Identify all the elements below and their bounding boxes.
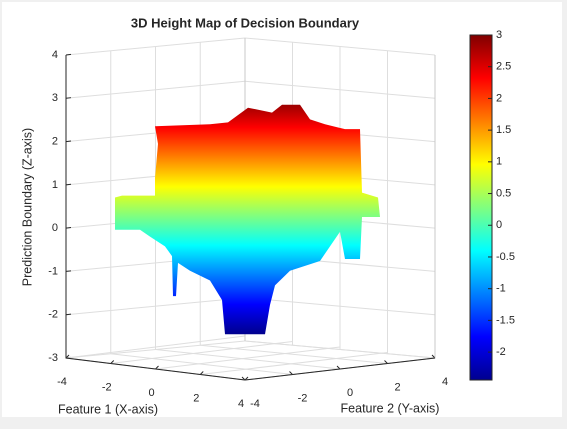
z-tick-label: 2 (52, 135, 58, 147)
x-tick (110, 360, 115, 364)
colorbar-tick-label: 2 (496, 92, 502, 104)
grid-line (244, 340, 436, 359)
colorbar-tick-label: -1.5 (496, 314, 515, 326)
y-tick-label: -4 (250, 398, 260, 410)
colorbar-tick-label: -1 (496, 283, 506, 295)
x-tick-label: 2 (193, 392, 199, 404)
z-tick (65, 140, 72, 143)
axes-front (65, 55, 436, 381)
colorbar-tick-label: 3 (496, 29, 502, 41)
z-tick (65, 97, 72, 99)
z-tick-label: -2 (48, 309, 58, 321)
x-tick-label: -4 (57, 376, 67, 388)
z-tick (65, 270, 72, 272)
surface (115, 104, 380, 335)
grid-line (110, 341, 293, 364)
x-tick-label: 4 (238, 398, 244, 410)
x-tick-label: -2 (102, 381, 112, 393)
y-tick (289, 371, 293, 375)
grid-line (110, 353, 293, 375)
x-tick-label: 0 (148, 387, 154, 399)
z-tick (65, 313, 72, 316)
y-tick (336, 365, 341, 370)
x-tick (199, 371, 204, 375)
z-tick-label: -3 (48, 352, 58, 364)
grid-line (200, 344, 388, 364)
grid-line (155, 346, 341, 370)
z-tick (65, 227, 72, 229)
colorbar-tick-label: -2 (496, 346, 506, 358)
z-tick-label: 3 (52, 92, 58, 104)
y-tick-label: 0 (347, 387, 353, 399)
z-tick (65, 53, 72, 56)
colorbar-tick-label: 1.5 (496, 124, 511, 136)
x-tick (155, 365, 159, 370)
chart-title: 3D Height Map of Decision Boundary (131, 15, 360, 30)
z-axis-label: Prediction Boundary (Z-axis) (20, 128, 34, 286)
grid-line (155, 349, 341, 370)
colorbar-tick-label: -0.5 (496, 251, 515, 263)
z-tick (65, 183, 72, 186)
z-tick-label: 4 (52, 49, 58, 61)
y-axis-label: Feature 2 (Y-axis) (341, 401, 440, 415)
colorbar-tick-label: 0.5 (496, 187, 511, 199)
z-tick-label: 0 (52, 222, 58, 234)
grid-line (200, 352, 388, 375)
y-tick-label: 2 (394, 381, 400, 393)
y-tick-label: -2 (298, 392, 308, 404)
y-tick-label: 4 (442, 376, 448, 388)
z-tick-label: -1 (48, 265, 58, 277)
z-tick-label: 1 (52, 179, 58, 191)
colorbar-tick-label: 2.5 (496, 61, 511, 73)
colorbar (469, 34, 493, 381)
x-axis-label: Feature 1 (X-axis) (58, 402, 158, 416)
colorbar-tick-label: 0 (496, 219, 502, 231)
y-tick (384, 360, 388, 364)
colorbar-tick-label: 1 (496, 156, 502, 168)
